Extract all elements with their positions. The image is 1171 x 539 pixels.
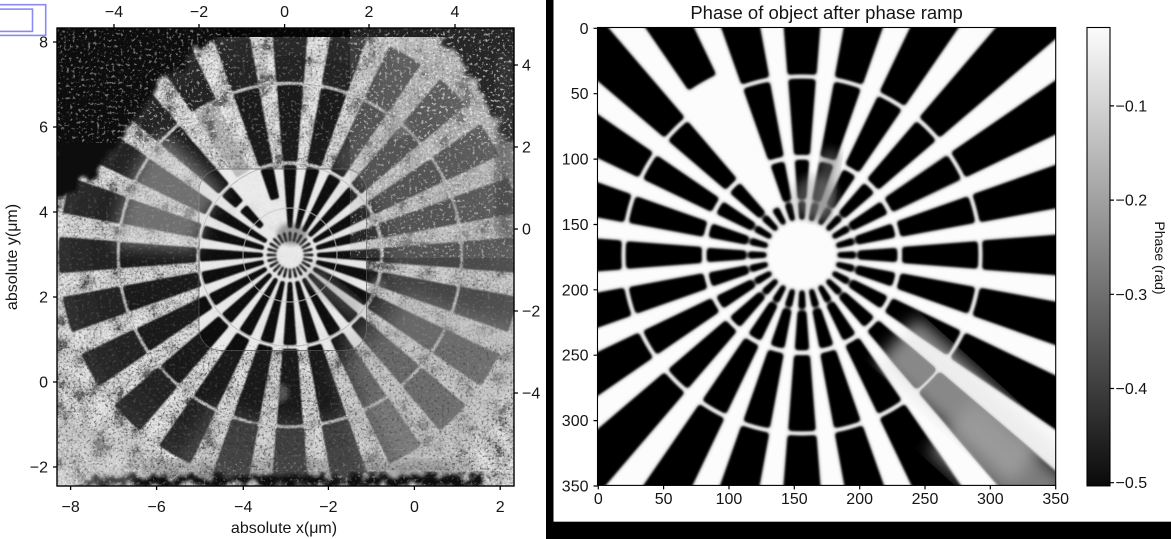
svg-text:2: 2 bbox=[39, 290, 48, 307]
svg-text:100: 100 bbox=[562, 152, 589, 169]
svg-text:2: 2 bbox=[365, 4, 374, 21]
svg-text:50: 50 bbox=[655, 491, 673, 508]
svg-text:−8: −8 bbox=[61, 499, 79, 516]
svg-text:6: 6 bbox=[39, 120, 48, 137]
svg-text:250: 250 bbox=[912, 491, 939, 508]
svg-text:0: 0 bbox=[280, 4, 289, 21]
svg-text:−2: −2 bbox=[522, 304, 540, 321]
svg-text:0: 0 bbox=[410, 499, 419, 516]
svg-text:0: 0 bbox=[522, 222, 531, 239]
svg-text:0: 0 bbox=[39, 375, 48, 392]
svg-text:−2: −2 bbox=[319, 499, 337, 516]
svg-text:2: 2 bbox=[522, 140, 531, 157]
svg-text:150: 150 bbox=[781, 491, 808, 508]
svg-text:0: 0 bbox=[594, 491, 603, 508]
svg-text:−2: −2 bbox=[190, 4, 208, 21]
svg-text:−4: −4 bbox=[105, 4, 123, 21]
svg-text:4: 4 bbox=[522, 58, 531, 75]
svg-text:350: 350 bbox=[1042, 491, 1069, 508]
svg-text:absolute y(μm): absolute y(μm) bbox=[4, 204, 21, 310]
svg-text:300: 300 bbox=[562, 413, 589, 430]
svg-text:−0.5: −0.5 bbox=[1116, 475, 1148, 492]
svg-text:−2: −2 bbox=[30, 460, 48, 477]
svg-text:−0.3: −0.3 bbox=[1116, 287, 1148, 304]
svg-text:8: 8 bbox=[39, 35, 48, 52]
svg-text:4: 4 bbox=[39, 205, 48, 222]
svg-text:−4: −4 bbox=[234, 499, 252, 516]
svg-text:50: 50 bbox=[571, 86, 589, 103]
svg-text:−0.2: −0.2 bbox=[1116, 193, 1148, 210]
svg-text:−4: −4 bbox=[522, 386, 540, 403]
svg-text:−6: −6 bbox=[147, 499, 165, 516]
svg-text:Phase (rad): Phase (rad) bbox=[1152, 221, 1168, 294]
svg-text:−0.4: −0.4 bbox=[1116, 381, 1148, 398]
svg-text:300: 300 bbox=[977, 491, 1004, 508]
svg-text:200: 200 bbox=[562, 282, 589, 299]
svg-text:150: 150 bbox=[562, 217, 589, 234]
svg-text:absolute x(μm): absolute x(μm) bbox=[231, 520, 337, 537]
svg-text:Phase of object after phase ra: Phase of object after phase ramp bbox=[690, 2, 963, 23]
svg-text:200: 200 bbox=[846, 491, 873, 508]
svg-text:0: 0 bbox=[580, 21, 589, 38]
svg-text:2: 2 bbox=[496, 499, 505, 516]
svg-text:4: 4 bbox=[451, 4, 460, 21]
svg-text:250: 250 bbox=[562, 348, 589, 365]
svg-text:350: 350 bbox=[562, 478, 589, 495]
svg-text:−0.1: −0.1 bbox=[1116, 98, 1148, 115]
svg-text:100: 100 bbox=[716, 491, 743, 508]
